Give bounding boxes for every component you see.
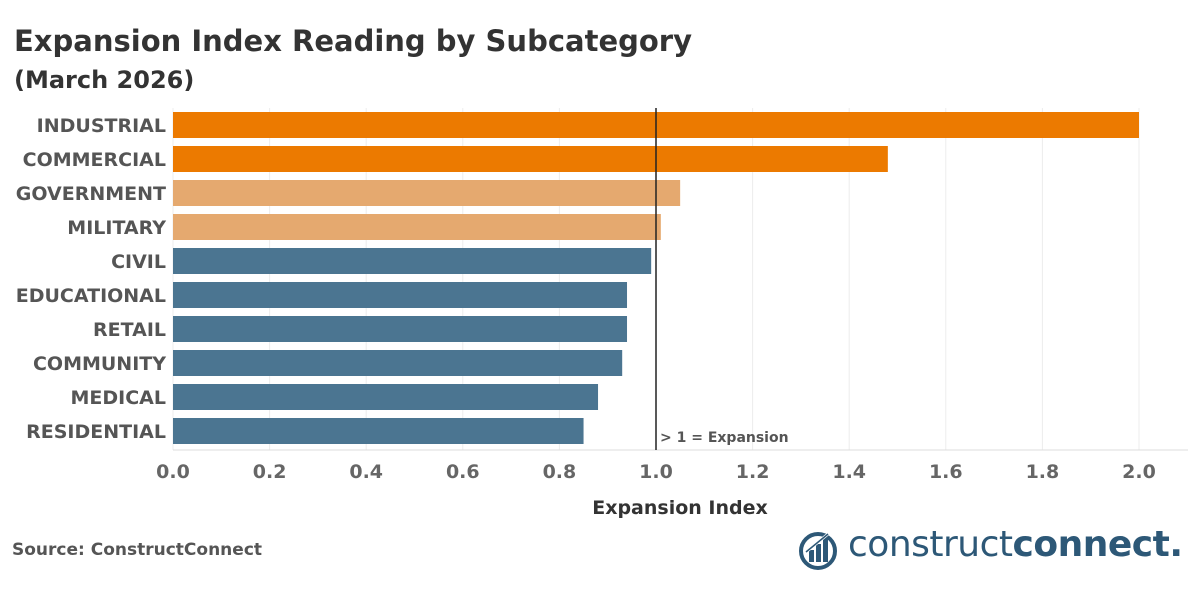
category-label: MILITARY — [67, 217, 166, 239]
x-tick-label: 1.0 — [639, 461, 673, 483]
category-label: RESIDENTIAL — [26, 421, 166, 443]
bar-educational — [173, 282, 628, 308]
x-tick-label: 0.8 — [543, 461, 577, 483]
x-tick-label: 1.4 — [832, 461, 866, 483]
bar-government — [173, 180, 681, 206]
logo-dot: . — [1169, 524, 1183, 565]
x-tick-label: 1.6 — [929, 461, 963, 483]
x-tick-label: 1.8 — [1026, 461, 1060, 483]
logo-word-construct: construct — [848, 524, 1013, 565]
bar-medical — [173, 384, 599, 410]
bar-residential — [173, 418, 584, 444]
x-tick-label: 2.0 — [1122, 461, 1156, 483]
category-label: EDUCATIONAL — [16, 285, 166, 307]
chart-title: Expansion Index Reading by Subcategory — [14, 24, 693, 58]
x-tick-label: 0.2 — [253, 461, 287, 483]
category-label: GOVERNMENT — [16, 183, 166, 205]
x-tick-label: 0.6 — [446, 461, 480, 483]
category-label: RETAIL — [93, 319, 166, 341]
bar-retail — [173, 316, 628, 342]
source-note: Source: ConstructConnect — [12, 540, 263, 560]
logo-wordmark: constructconnect. — [848, 524, 1183, 565]
logo-word-connect: connect — [1012, 524, 1170, 565]
chart-subtitle: (March 2026) — [14, 66, 195, 94]
building-chart-icon — [799, 532, 837, 570]
category-label: MEDICAL — [71, 387, 166, 409]
x-tick-label: 0.0 — [156, 461, 190, 483]
bar-civil — [173, 248, 652, 274]
category-label: CIVIL — [111, 251, 166, 273]
reference-line-label: > 1 = Expansion — [660, 430, 789, 446]
x-axis-title: Expansion Index — [592, 497, 768, 519]
category-label: COMMUNITY — [33, 353, 166, 375]
bar-commercial — [173, 146, 888, 172]
bar-community — [173, 350, 623, 376]
bar-military — [173, 214, 661, 240]
category-label: INDUSTRIAL — [37, 115, 166, 137]
x-tick-label: 0.4 — [349, 461, 383, 483]
constructconnect-logo: constructconnect. — [798, 524, 1190, 574]
x-tick-label: 1.2 — [736, 461, 770, 483]
category-label: COMMERCIAL — [23, 149, 166, 171]
